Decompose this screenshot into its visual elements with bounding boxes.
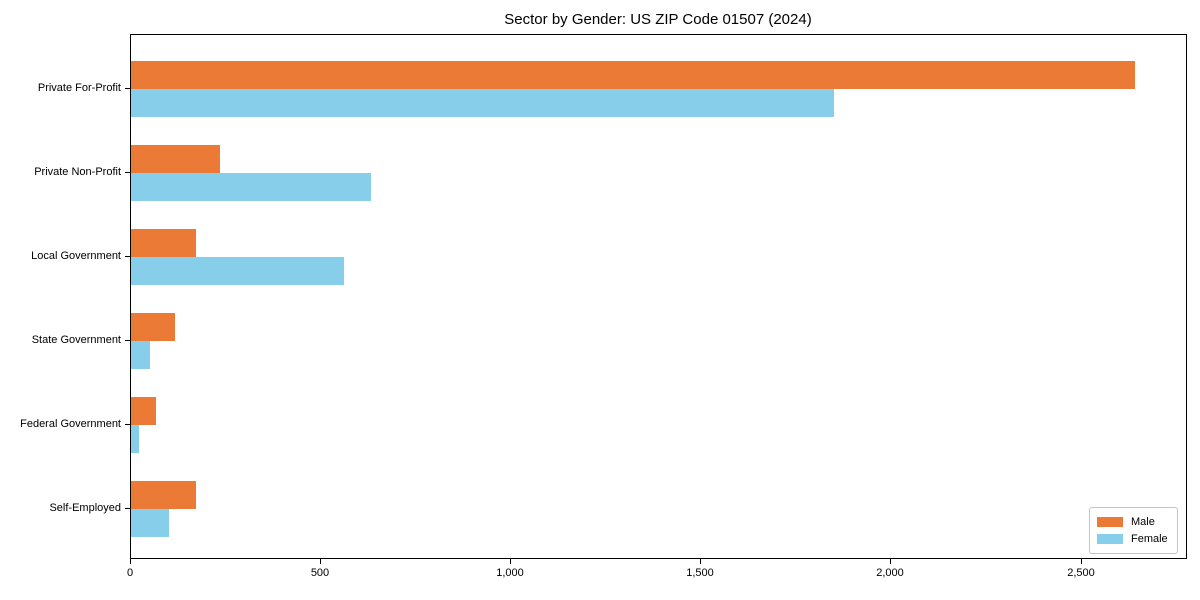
bar-female-private-non-profit bbox=[131, 173, 371, 201]
y-tick-label-federal-government: Federal Government bbox=[20, 418, 121, 430]
bar-female-local-government bbox=[131, 257, 344, 285]
bar-male-federal-government bbox=[131, 397, 156, 425]
x-tick-mark bbox=[1081, 559, 1082, 564]
legend-swatch-male bbox=[1097, 517, 1123, 527]
bar-female-self-employed bbox=[131, 509, 169, 537]
legend-label-male: Male bbox=[1131, 516, 1155, 528]
x-tick-label-2-500: 2,500 bbox=[1067, 567, 1095, 579]
legend-item-male: Male bbox=[1097, 516, 1170, 528]
legend-label-female: Female bbox=[1131, 533, 1168, 545]
y-tick-mark bbox=[125, 256, 130, 257]
x-tick-label-1-000: 1,000 bbox=[496, 567, 524, 579]
legend-swatch-female bbox=[1097, 534, 1123, 544]
x-tick-mark bbox=[700, 559, 701, 564]
bar-male-self-employed bbox=[131, 481, 196, 509]
bar-male-private-non-profit bbox=[131, 145, 220, 173]
y-tick-label-self-employed: Self-Employed bbox=[49, 502, 121, 514]
legend: Male Female bbox=[1089, 507, 1178, 554]
x-tick-label-500: 500 bbox=[310, 567, 330, 579]
y-tick-mark bbox=[125, 424, 130, 425]
plot-area bbox=[130, 34, 1187, 559]
y-tick-label-state-government: State Government bbox=[31, 334, 121, 346]
bar-male-local-government bbox=[131, 229, 196, 257]
y-tick-mark bbox=[125, 172, 130, 173]
x-tick-label-0: 0 bbox=[126, 567, 134, 579]
chart-title: Sector by Gender: US ZIP Code 01507 (202… bbox=[504, 11, 812, 28]
x-tick-mark bbox=[890, 559, 891, 564]
y-tick-label-private-for-profit: Private For-Profit bbox=[37, 82, 121, 94]
x-tick-label-1-500: 1,500 bbox=[686, 567, 714, 579]
y-tick-label-local-government: Local Government bbox=[31, 250, 121, 262]
y-tick-label-private-non-profit: Private Non-Profit bbox=[34, 166, 121, 178]
x-tick-label-2-000: 2,000 bbox=[876, 567, 904, 579]
bar-female-state-government bbox=[131, 341, 150, 369]
y-tick-mark bbox=[125, 340, 130, 341]
x-tick-mark bbox=[510, 559, 511, 564]
x-tick-mark bbox=[130, 559, 131, 564]
y-tick-mark bbox=[125, 508, 130, 509]
bar-female-federal-government bbox=[131, 425, 139, 453]
x-tick-mark bbox=[320, 559, 321, 564]
legend-item-female: Female bbox=[1097, 533, 1170, 545]
bar-male-state-government bbox=[131, 313, 175, 341]
bar-female-private-for-profit bbox=[131, 89, 834, 117]
bar-male-private-for-profit bbox=[131, 61, 1135, 89]
y-tick-mark bbox=[125, 88, 130, 89]
